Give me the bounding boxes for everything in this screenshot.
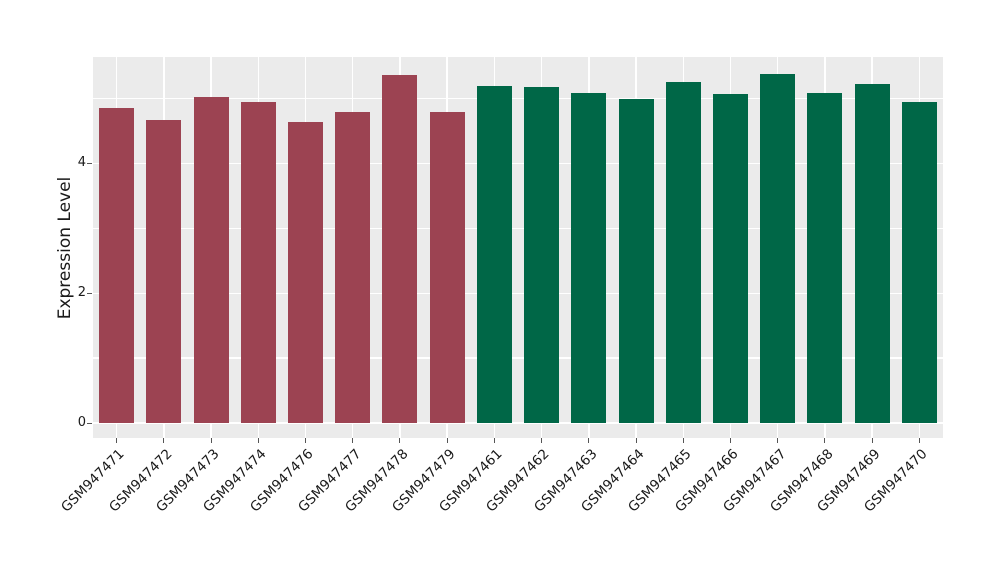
x-tick-mark [352, 438, 354, 443]
gridline-horizontal [93, 422, 943, 424]
x-tick-mark [777, 438, 779, 443]
bar-GSM947474 [240, 101, 276, 424]
gridline-horizontal [93, 292, 943, 294]
bar-GSM947473 [193, 97, 229, 424]
bar-GSM947464 [618, 99, 654, 424]
y-tick-mark [87, 162, 92, 164]
x-tick-mark [399, 438, 401, 443]
x-tick-mark [730, 438, 731, 443]
x-tick-mark [588, 438, 590, 443]
x-tick-mark [824, 438, 826, 443]
x-tick-mark [210, 438, 212, 443]
y-axis-label: Expression Level [55, 176, 75, 320]
plot-area [93, 57, 943, 438]
y-tick-label: 4 [77, 155, 86, 171]
bar-GSM947476 [288, 121, 323, 424]
bar-GSM947470 [901, 101, 937, 424]
bar-GSM947469 [854, 84, 890, 424]
x-tick-mark [682, 438, 684, 443]
bar-GSM947478 [382, 75, 418, 424]
bar-GSM947461 [476, 86, 512, 424]
gridline-horizontal [93, 162, 943, 165]
x-tick-mark [541, 438, 543, 443]
bar-GSM947467 [760, 73, 796, 424]
x-tick-mark [918, 438, 920, 443]
x-tick-mark [635, 438, 637, 443]
x-tick-mark [116, 438, 118, 443]
bar-GSM947468 [807, 93, 843, 424]
x-tick-mark [163, 438, 165, 443]
gridline-horizontal [93, 97, 943, 100]
bar-GSM947465 [665, 82, 701, 424]
x-tick-mark [446, 438, 448, 443]
y-tick-mark [87, 422, 92, 424]
gridline-horizontal [93, 227, 943, 230]
x-tick-mark [871, 438, 873, 443]
x-tick-mark [493, 438, 495, 443]
x-tick-mark [305, 438, 306, 443]
bar-GSM947466 [713, 94, 748, 424]
y-tick-mark [87, 292, 92, 294]
bar-GSM947462 [524, 86, 560, 424]
x-tick-mark [257, 438, 259, 443]
bar-GSM947479 [429, 111, 465, 424]
gridline-horizontal [93, 357, 943, 359]
y-tick-label: 2 [77, 285, 86, 301]
bar-GSM947471 [99, 107, 135, 424]
bar-GSM947463 [571, 92, 607, 424]
bar-GSM947472 [146, 119, 182, 424]
bar-GSM947477 [335, 112, 371, 424]
y-tick-label: 0 [77, 415, 86, 431]
